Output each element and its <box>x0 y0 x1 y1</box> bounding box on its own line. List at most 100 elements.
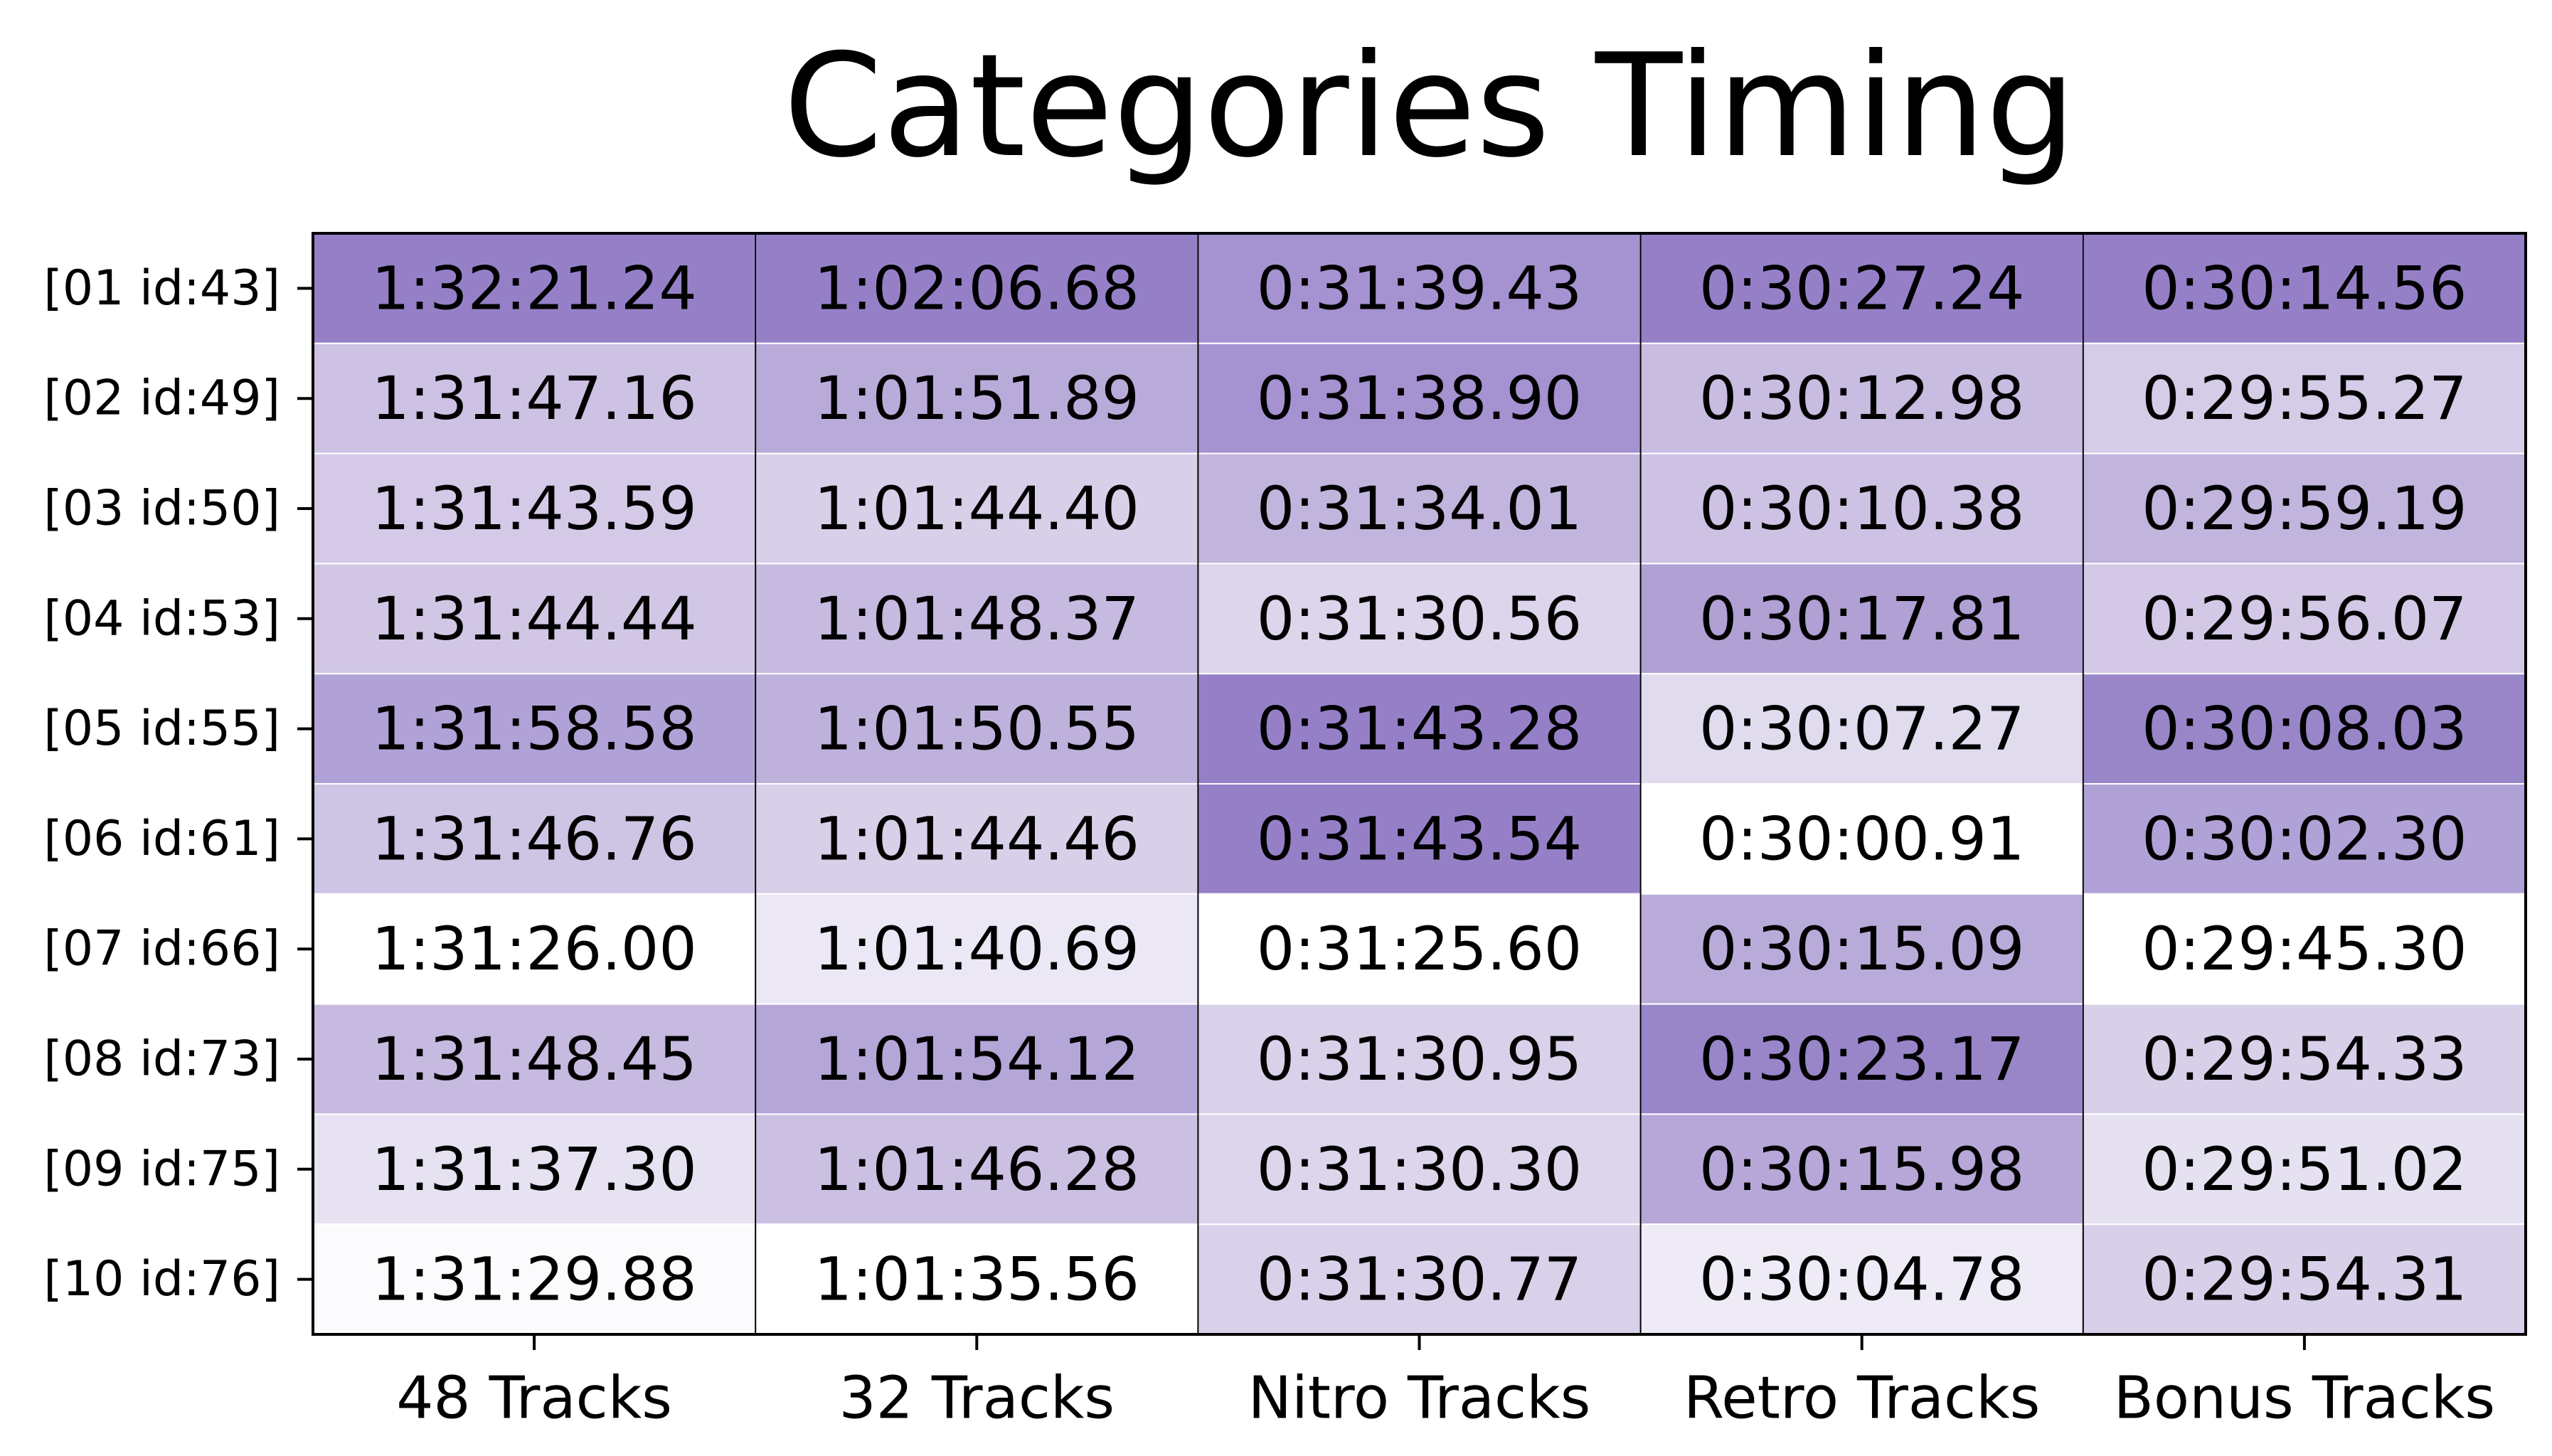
heatmap-cell <box>1197 893 1642 1005</box>
heatmap-cell <box>312 673 757 785</box>
cell-value: 1:01:46.28 <box>814 1134 1139 1204</box>
column-tick-label: Bonus Tracks <box>2114 1365 2495 1433</box>
heatmap-cell <box>1197 673 1642 785</box>
row-tick-label: [05 id:55] <box>43 701 280 757</box>
row-tick-label: [01 id:43] <box>43 260 280 317</box>
heatmap-cell <box>2082 452 2527 565</box>
cell-value: 0:29:51.02 <box>2142 1134 2467 1204</box>
cell-value: 1:01:35.56 <box>814 1245 1139 1314</box>
heatmap-cell <box>1197 1223 1642 1335</box>
heatmap-cell <box>312 893 757 1005</box>
heatmap-cell <box>1639 233 2084 344</box>
heatmap-cell <box>312 1113 757 1226</box>
heatmap-cell <box>1639 1113 2084 1226</box>
heatmap-cell <box>2082 673 2527 785</box>
heatmap-cell <box>1639 1223 2084 1335</box>
heatmap-cell <box>312 1003 757 1115</box>
cell-value: 0:31:30.77 <box>1257 1245 1582 1314</box>
heatmap-cell <box>2082 893 2527 1005</box>
row-tick-label: [08 id:73] <box>43 1031 280 1088</box>
heatmap-cell <box>312 1223 757 1335</box>
heatmap-cell <box>1197 233 1642 344</box>
cell-value: 0:31:43.28 <box>1257 694 1582 764</box>
row-tick-label: [03 id:50] <box>43 481 280 537</box>
row-tick-label: [06 id:61] <box>43 811 280 867</box>
cell-value: 1:32:21.24 <box>371 253 696 323</box>
cell-value: 0:31:25.60 <box>1257 914 1582 984</box>
cell-value: 1:31:44.44 <box>371 584 696 654</box>
chart-title: Categories Timing <box>783 23 2076 189</box>
cell-value: 0:31:39.43 <box>1257 253 1582 323</box>
row-tick-label: [02 id:49] <box>43 371 280 427</box>
cell-value: 0:31:30.95 <box>1257 1024 1582 1094</box>
cell-value: 0:29:54.31 <box>2142 1245 2467 1314</box>
cell-value: 0:30:08.03 <box>2142 694 2467 764</box>
heatmap-cell <box>1197 452 1642 565</box>
cell-value: 1:31:29.88 <box>371 1245 696 1314</box>
cell-value: 0:30:15.98 <box>1699 1134 2024 1204</box>
heatmap-cell <box>1639 563 2084 675</box>
heatmap-cell <box>2082 783 2527 895</box>
cell-value: 1:02:06.68 <box>814 253 1139 323</box>
heatmap-cell <box>755 563 1199 675</box>
row-tick-label: [04 id:53] <box>43 590 280 647</box>
row-tick-label: [10 id:76] <box>43 1251 280 1307</box>
heatmap-cell <box>755 673 1199 785</box>
plot-frame <box>312 232 2527 1336</box>
cell-value: 1:31:43.59 <box>371 474 696 543</box>
cell-value: 1:31:58.58 <box>371 694 696 764</box>
cell-value: 1:31:48.45 <box>371 1024 696 1094</box>
cell-value: 0:29:59.19 <box>2142 474 2467 543</box>
heatmap-cell <box>2082 563 2527 675</box>
cell-value: 1:31:37.30 <box>371 1134 696 1204</box>
cell-value: 1:31:26.00 <box>371 914 696 984</box>
row-axis: [01 id:43] [02 id:49] [03 id:50] [04 id:53]… <box>43 260 313 1307</box>
heatmap-cell <box>312 563 757 675</box>
cell-value: 1:01:44.46 <box>814 804 1139 873</box>
cell-value: 0:30:00.91 <box>1699 804 2024 873</box>
row-tick-label: [09 id:75] <box>43 1141 280 1197</box>
cell-value: 0:29:45.30 <box>2142 914 2467 984</box>
cell-labels: 1:32:21.24 1:02:06.68 0:31:39.43 0:30:27.24… <box>371 253 2467 1314</box>
column-tick-label: Nitro Tracks <box>1248 1365 1591 1433</box>
cell-value: 0:30:17.81 <box>1699 584 2024 654</box>
heatmap-cell <box>1639 673 2084 785</box>
heatmap-cell <box>1197 563 1642 675</box>
heatmap-cell <box>2082 1113 2527 1226</box>
heatmap-cell <box>1639 893 2084 1005</box>
cell-value: 1:31:46.76 <box>371 804 696 873</box>
heatmap-cell <box>1197 342 1642 455</box>
cell-value: 1:01:44.40 <box>814 474 1139 543</box>
heatmap-cell <box>312 233 757 344</box>
cell-value: 1:01:51.89 <box>814 363 1139 433</box>
cell-value: 0:29:55.27 <box>2142 363 2467 433</box>
column-tick-label: Retro Tracks <box>1684 1365 2040 1433</box>
cell-value: 1:31:47.16 <box>371 363 696 433</box>
heatmap-cells <box>312 233 2527 1335</box>
cell-value: 0:29:56.07 <box>2142 584 2467 654</box>
column-axis: 48 Tracks 32 Tracks Nitro Tracks Retro Trac… <box>396 1334 2495 1433</box>
cell-value: 1:01:48.37 <box>814 584 1139 654</box>
column-tick-label: 48 Tracks <box>396 1365 672 1433</box>
cell-value: 0:31:30.30 <box>1257 1134 1582 1204</box>
cell-value: 0:30:14.56 <box>2142 253 2467 323</box>
heatmap-cell <box>312 783 757 895</box>
cell-value: 0:30:15.09 <box>1699 914 2024 984</box>
heatmap-cell <box>755 342 1199 455</box>
column-tick-label: 32 Tracks <box>839 1365 1115 1433</box>
cell-value: 0:29:54.33 <box>2142 1024 2467 1094</box>
heatmap-cell <box>1639 783 2084 895</box>
heatmap-cell <box>2082 342 2527 455</box>
heatmap-cell <box>1197 1003 1642 1115</box>
heatmap-cell <box>2082 1223 2527 1335</box>
cell-value: 1:01:54.12 <box>814 1024 1139 1094</box>
cell-value: 0:31:43.54 <box>1257 804 1582 873</box>
cell-value: 0:30:27.24 <box>1699 253 2024 323</box>
heatmap-cell <box>755 452 1199 565</box>
cell-value: 0:31:38.90 <box>1257 363 1582 433</box>
cell-value: 1:01:50.55 <box>814 694 1139 764</box>
cell-value: 0:30:12.98 <box>1699 363 2024 433</box>
cell-value: 0:30:04.78 <box>1699 1245 2024 1314</box>
cell-value: 0:30:02.30 <box>2142 804 2467 873</box>
